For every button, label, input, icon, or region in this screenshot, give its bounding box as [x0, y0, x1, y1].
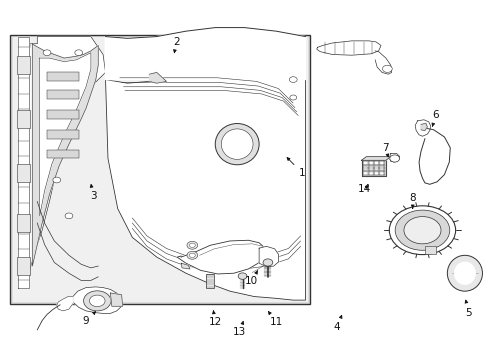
Polygon shape [181, 263, 189, 269]
Ellipse shape [221, 129, 252, 159]
Bar [47, 130, 79, 139]
Circle shape [186, 241, 197, 249]
Bar [47, 149, 79, 158]
Polygon shape [361, 157, 390, 160]
Text: 13: 13 [232, 321, 246, 337]
Bar [17, 214, 30, 232]
Circle shape [53, 177, 61, 183]
Polygon shape [105, 28, 305, 80]
Circle shape [363, 161, 366, 164]
Text: 4: 4 [333, 315, 341, 332]
Text: 6: 6 [431, 111, 438, 126]
Bar [47, 72, 79, 81]
Polygon shape [177, 240, 264, 274]
Text: 7: 7 [382, 143, 388, 157]
Polygon shape [110, 293, 122, 306]
Polygon shape [149, 72, 166, 83]
Text: 9: 9 [82, 312, 95, 325]
Polygon shape [40, 53, 91, 216]
Circle shape [403, 217, 440, 244]
Polygon shape [374, 51, 391, 74]
Circle shape [363, 167, 366, 170]
Text: 3: 3 [90, 185, 97, 201]
Text: 12: 12 [208, 311, 222, 327]
Text: 2: 2 [173, 37, 179, 53]
Ellipse shape [447, 255, 482, 291]
Polygon shape [420, 123, 427, 131]
Circle shape [186, 251, 197, 259]
Polygon shape [361, 160, 385, 176]
Circle shape [368, 172, 372, 175]
Circle shape [368, 161, 372, 164]
Text: 8: 8 [408, 193, 415, 208]
Text: 5: 5 [464, 300, 471, 318]
Circle shape [189, 253, 195, 257]
Circle shape [75, 50, 82, 55]
Bar [47, 90, 79, 99]
Circle shape [374, 172, 378, 175]
Text: 10: 10 [245, 271, 258, 286]
Polygon shape [259, 246, 278, 267]
Circle shape [363, 172, 366, 175]
Bar [17, 110, 30, 128]
Ellipse shape [453, 262, 475, 285]
Polygon shape [32, 44, 98, 266]
Bar [47, 110, 79, 119]
Circle shape [89, 295, 105, 307]
Ellipse shape [215, 123, 259, 165]
Polygon shape [73, 287, 122, 314]
Circle shape [43, 50, 51, 55]
Bar [17, 164, 30, 182]
Circle shape [65, 213, 73, 219]
Circle shape [83, 291, 111, 311]
Circle shape [389, 155, 399, 162]
Bar [10, 35, 310, 304]
Circle shape [379, 167, 383, 170]
Circle shape [238, 273, 246, 279]
Circle shape [368, 167, 372, 170]
Circle shape [289, 95, 296, 100]
Circle shape [289, 77, 297, 82]
Polygon shape [316, 41, 380, 55]
Circle shape [263, 259, 272, 266]
Polygon shape [105, 37, 305, 300]
Circle shape [189, 243, 195, 247]
Circle shape [374, 161, 378, 164]
Bar [13, 37, 307, 302]
Bar [424, 246, 435, 253]
Polygon shape [388, 153, 399, 162]
Bar [206, 274, 214, 288]
Circle shape [394, 210, 449, 250]
Bar [17, 56, 30, 74]
Text: 11: 11 [268, 311, 282, 327]
Circle shape [388, 206, 455, 255]
Text: 14: 14 [357, 184, 370, 194]
Circle shape [374, 167, 378, 170]
Text: 1: 1 [286, 158, 305, 178]
Circle shape [382, 65, 391, 72]
Polygon shape [18, 37, 29, 288]
Polygon shape [20, 37, 105, 288]
Bar [17, 257, 30, 275]
Polygon shape [57, 297, 73, 311]
Polygon shape [414, 120, 430, 136]
Circle shape [379, 172, 383, 175]
Circle shape [379, 161, 383, 164]
